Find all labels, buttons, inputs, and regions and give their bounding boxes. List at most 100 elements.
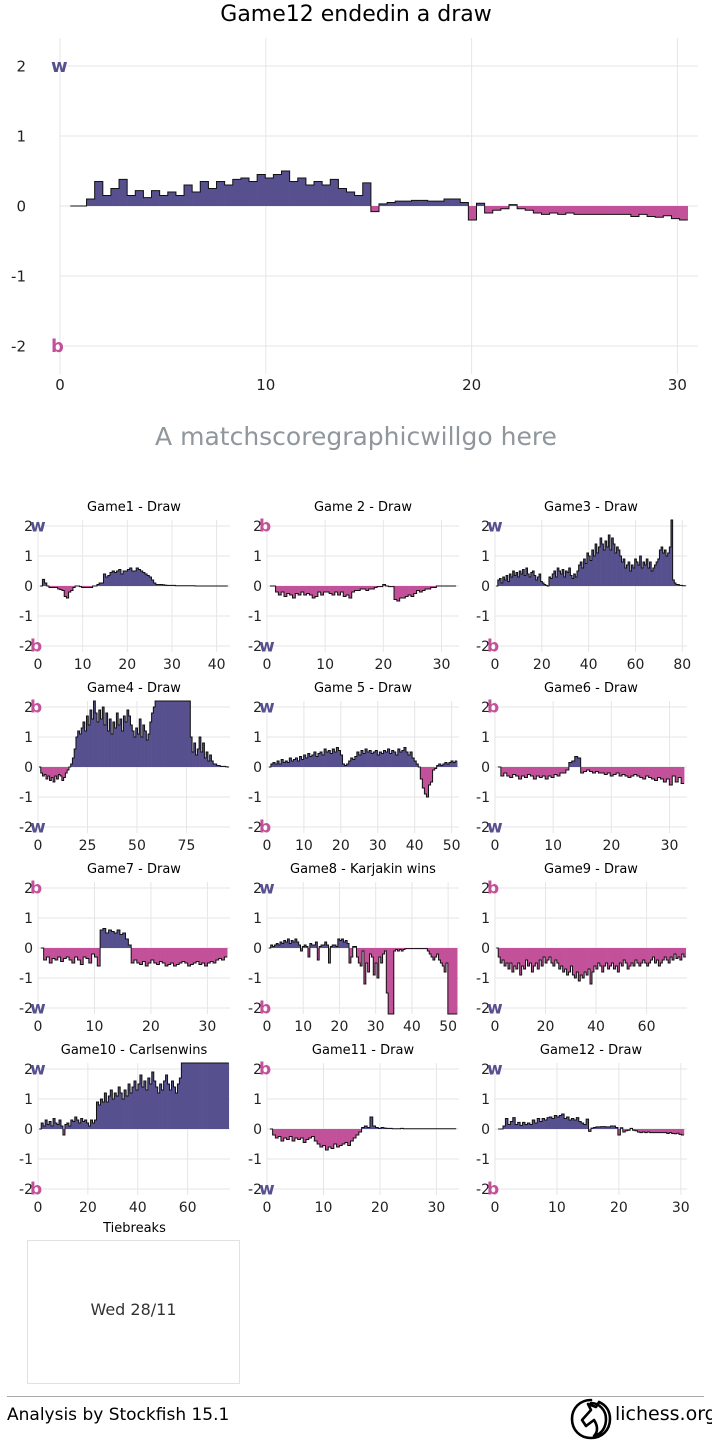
- y-tick-label: 1: [481, 549, 490, 565]
- x-tick-label: 0: [34, 1200, 43, 1216]
- eval-bar: [442, 764, 446, 767]
- lichess-link[interactable]: lichess.org: [615, 1403, 712, 1425]
- eval-bar: [387, 202, 396, 206]
- eval-bar: [666, 1129, 670, 1134]
- eval-bar: [505, 1118, 509, 1129]
- eval-bar: [114, 1093, 117, 1129]
- eval-bar: [549, 206, 559, 213]
- eval-bar: [193, 948, 197, 963]
- eval-bar: [453, 948, 456, 1014]
- eval-bar: [218, 1063, 222, 1129]
- eval-bar: [534, 575, 537, 586]
- eval-bar: [562, 948, 565, 972]
- eval-bar: [218, 765, 221, 767]
- eval-bar: [508, 204, 518, 206]
- eval-bar: [47, 1124, 50, 1129]
- eval-bar: [57, 586, 61, 589]
- eval-bar: [350, 948, 354, 957]
- eval-bar: [341, 939, 344, 948]
- eval-bar: [401, 948, 404, 951]
- eval-bar: [136, 568, 139, 586]
- eval-bar: [157, 1093, 160, 1129]
- eval-bar: [571, 1118, 575, 1129]
- eval-bar: [631, 948, 634, 963]
- eval-bar: [513, 948, 517, 966]
- eval-bar: [520, 1125, 523, 1129]
- eval-bar: [668, 948, 671, 963]
- eval-bar: [551, 1118, 555, 1129]
- eval-bar: [384, 948, 387, 951]
- eval-bar: [88, 725, 91, 767]
- eval-line: [40, 928, 228, 967]
- y-tick-label: 2: [253, 700, 262, 716]
- eval-bar: [62, 1129, 66, 1135]
- eval-bar: [183, 1063, 186, 1129]
- eval-bar: [156, 701, 159, 767]
- eval-bar: [96, 1102, 99, 1129]
- eval-bar: [646, 948, 649, 966]
- x-tick-label: 40: [406, 838, 424, 854]
- eval-bar: [568, 762, 573, 767]
- y-tick-label: -2: [476, 1182, 490, 1198]
- eval-bar: [134, 1081, 137, 1129]
- eval-bar: [507, 948, 511, 969]
- bottom-side-marker: w: [259, 1180, 275, 1200]
- eval-bar: [322, 1129, 326, 1146]
- eval-bar: [614, 206, 624, 215]
- eval-bar: [346, 586, 350, 595]
- eval-bar: [337, 586, 341, 595]
- eval-bar: [412, 758, 415, 767]
- x-tick-label: 0: [55, 376, 65, 394]
- eval-bar: [460, 202, 469, 206]
- eval-bar: [436, 765, 440, 767]
- eval-bar: [315, 942, 318, 948]
- eval-bar: [182, 948, 186, 962]
- eval-bar: [119, 179, 128, 206]
- eval-bar: [371, 586, 375, 589]
- eval-bar: [98, 1105, 101, 1129]
- eval-bar: [598, 1126, 602, 1129]
- eval-bar: [157, 584, 161, 586]
- eval-bar: [68, 1126, 72, 1129]
- eval-bar: [661, 547, 664, 586]
- eval-bar: [193, 1063, 196, 1129]
- y-tick-label: -1: [476, 609, 490, 625]
- eval-bar: [346, 192, 355, 206]
- eval-bar: [283, 762, 286, 767]
- y-tick-label: 2: [481, 700, 490, 716]
- y-tick-label: 2: [24, 700, 33, 716]
- eval-bar: [444, 948, 447, 972]
- eval-bar: [539, 767, 543, 778]
- top-side-marker: w: [30, 1060, 46, 1080]
- eval-bar: [195, 1063, 198, 1129]
- eval-bar: [339, 1129, 343, 1146]
- eval-bar: [636, 562, 639, 586]
- eval-bar: [633, 767, 638, 775]
- x-tick-label: 20: [332, 838, 350, 854]
- eval-bar: [51, 1126, 54, 1129]
- y-tick-label: 0: [16, 197, 26, 215]
- x-tick-label: 0: [34, 838, 43, 854]
- eval-line: [38, 700, 230, 783]
- eval-bar: [188, 701, 191, 767]
- bottom-side-marker: w: [30, 999, 46, 1019]
- eval-bar: [331, 586, 336, 595]
- eval-bar: [313, 752, 317, 767]
- eval-bar: [63, 767, 66, 778]
- eval-bar: [512, 571, 515, 586]
- eval-bar: [648, 948, 651, 963]
- eval-bar: [111, 931, 115, 948]
- eval-bar: [447, 948, 451, 1014]
- x-tick-label: 30: [672, 1200, 690, 1216]
- eval-bar: [518, 767, 522, 779]
- eval-bar: [360, 586, 364, 589]
- eval-bar: [619, 948, 622, 963]
- eval-bar: [317, 948, 320, 960]
- eval-bar: [167, 948, 172, 965]
- eval-bar: [139, 1075, 143, 1129]
- eval-bar: [430, 767, 433, 782]
- eval-bar: [336, 747, 339, 767]
- eval-bar: [328, 948, 331, 963]
